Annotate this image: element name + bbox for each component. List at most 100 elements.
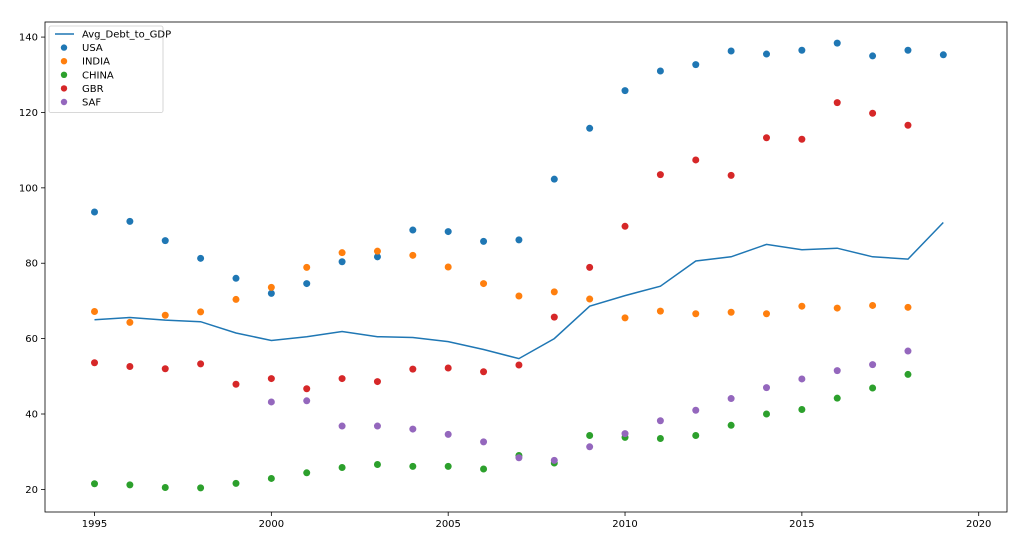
point-gbr	[197, 360, 205, 368]
point-india	[409, 251, 417, 259]
point-china	[904, 370, 912, 378]
point-usa	[409, 226, 417, 234]
point-usa	[338, 258, 346, 266]
point-usa	[586, 124, 594, 132]
point-usa	[126, 217, 134, 225]
legend-dot-swatch	[60, 98, 68, 106]
point-usa	[904, 46, 912, 54]
x-axis: 1995 2000 2005 2010 2015 2020	[82, 512, 991, 530]
point-china	[373, 461, 381, 469]
point-gbr	[303, 385, 311, 393]
point-india	[126, 318, 134, 326]
x-tick-label: 2020	[966, 519, 991, 530]
point-china	[727, 421, 735, 429]
point-gbr	[480, 368, 488, 376]
point-gbr	[373, 378, 381, 386]
legend-box	[48, 25, 164, 113]
point-saf	[338, 422, 346, 430]
point-india	[267, 283, 275, 291]
point-gbr	[727, 171, 735, 179]
point-india	[656, 307, 664, 315]
x-tick-label: 2010	[612, 519, 637, 530]
point-usa	[621, 87, 629, 95]
point-saf	[267, 398, 275, 406]
point-saf	[409, 425, 417, 433]
point-usa	[303, 280, 311, 288]
point-india	[303, 263, 311, 271]
x-tick-label: 2005	[435, 519, 460, 530]
series-gbr	[91, 99, 912, 393]
legend-label: GBR	[82, 84, 104, 95]
point-gbr	[692, 156, 700, 164]
plot-background	[45, 22, 1007, 512]
point-usa	[656, 67, 664, 75]
point-china	[338, 464, 346, 472]
point-saf	[621, 430, 629, 438]
point-saf	[833, 367, 841, 375]
point-gbr	[869, 109, 877, 117]
point-usa	[480, 237, 488, 245]
scatter-points-group	[91, 39, 947, 492]
point-india	[232, 295, 240, 303]
point-india	[904, 303, 912, 311]
point-usa	[232, 274, 240, 282]
legend-dot-swatch	[60, 85, 68, 92]
point-china	[126, 481, 134, 489]
point-gbr	[515, 361, 523, 369]
x-tick-label: 2015	[789, 519, 814, 530]
legend-label: INDIA	[82, 57, 110, 68]
point-usa	[798, 46, 806, 54]
point-china	[586, 431, 594, 439]
point-saf	[303, 397, 311, 405]
point-saf	[727, 395, 735, 403]
point-gbr	[232, 380, 240, 388]
point-india	[373, 247, 381, 255]
point-gbr	[161, 365, 169, 373]
point-china	[798, 405, 806, 413]
series-saf	[267, 347, 912, 464]
point-saf	[904, 347, 912, 355]
legend-dot-swatch	[60, 44, 68, 51]
point-saf	[373, 422, 381, 430]
point-usa	[197, 254, 205, 262]
point-gbr	[338, 375, 346, 383]
point-saf	[515, 454, 523, 462]
point-saf	[550, 456, 558, 464]
point-usa	[373, 253, 381, 261]
point-saf	[480, 438, 488, 446]
point-china	[480, 465, 488, 473]
series-usa	[91, 39, 947, 297]
point-usa	[692, 61, 700, 69]
point-india	[515, 292, 523, 300]
point-gbr	[550, 313, 558, 321]
point-china	[656, 435, 664, 442]
point-usa	[550, 175, 558, 183]
point-china	[91, 480, 99, 488]
point-gbr	[904, 121, 912, 129]
point-saf	[692, 406, 700, 414]
series-india	[91, 247, 912, 326]
point-gbr	[586, 263, 594, 271]
point-usa	[833, 39, 841, 47]
y-axis: 20 40 60 80 100 120 140	[19, 33, 45, 496]
point-india	[161, 311, 169, 319]
point-saf	[763, 384, 770, 392]
y-tick-label: 120	[19, 108, 38, 119]
plot-frame	[44, 21, 1008, 513]
legend: Avg_Debt_to_GDP USA INDIA CHINA GBR SAF	[48, 25, 171, 113]
point-india	[586, 295, 594, 303]
point-saf	[656, 417, 664, 425]
y-tick-label: 40	[25, 410, 38, 421]
point-china	[692, 431, 700, 439]
point-india	[197, 308, 205, 316]
point-gbr	[621, 222, 629, 230]
point-india	[727, 308, 735, 316]
point-china	[197, 484, 205, 492]
point-china	[869, 384, 877, 392]
point-gbr	[798, 135, 806, 143]
point-saf	[586, 443, 594, 451]
point-saf	[444, 430, 452, 438]
point-china	[161, 484, 169, 491]
legend-label: Avg_Debt_to_GDP	[82, 30, 171, 41]
